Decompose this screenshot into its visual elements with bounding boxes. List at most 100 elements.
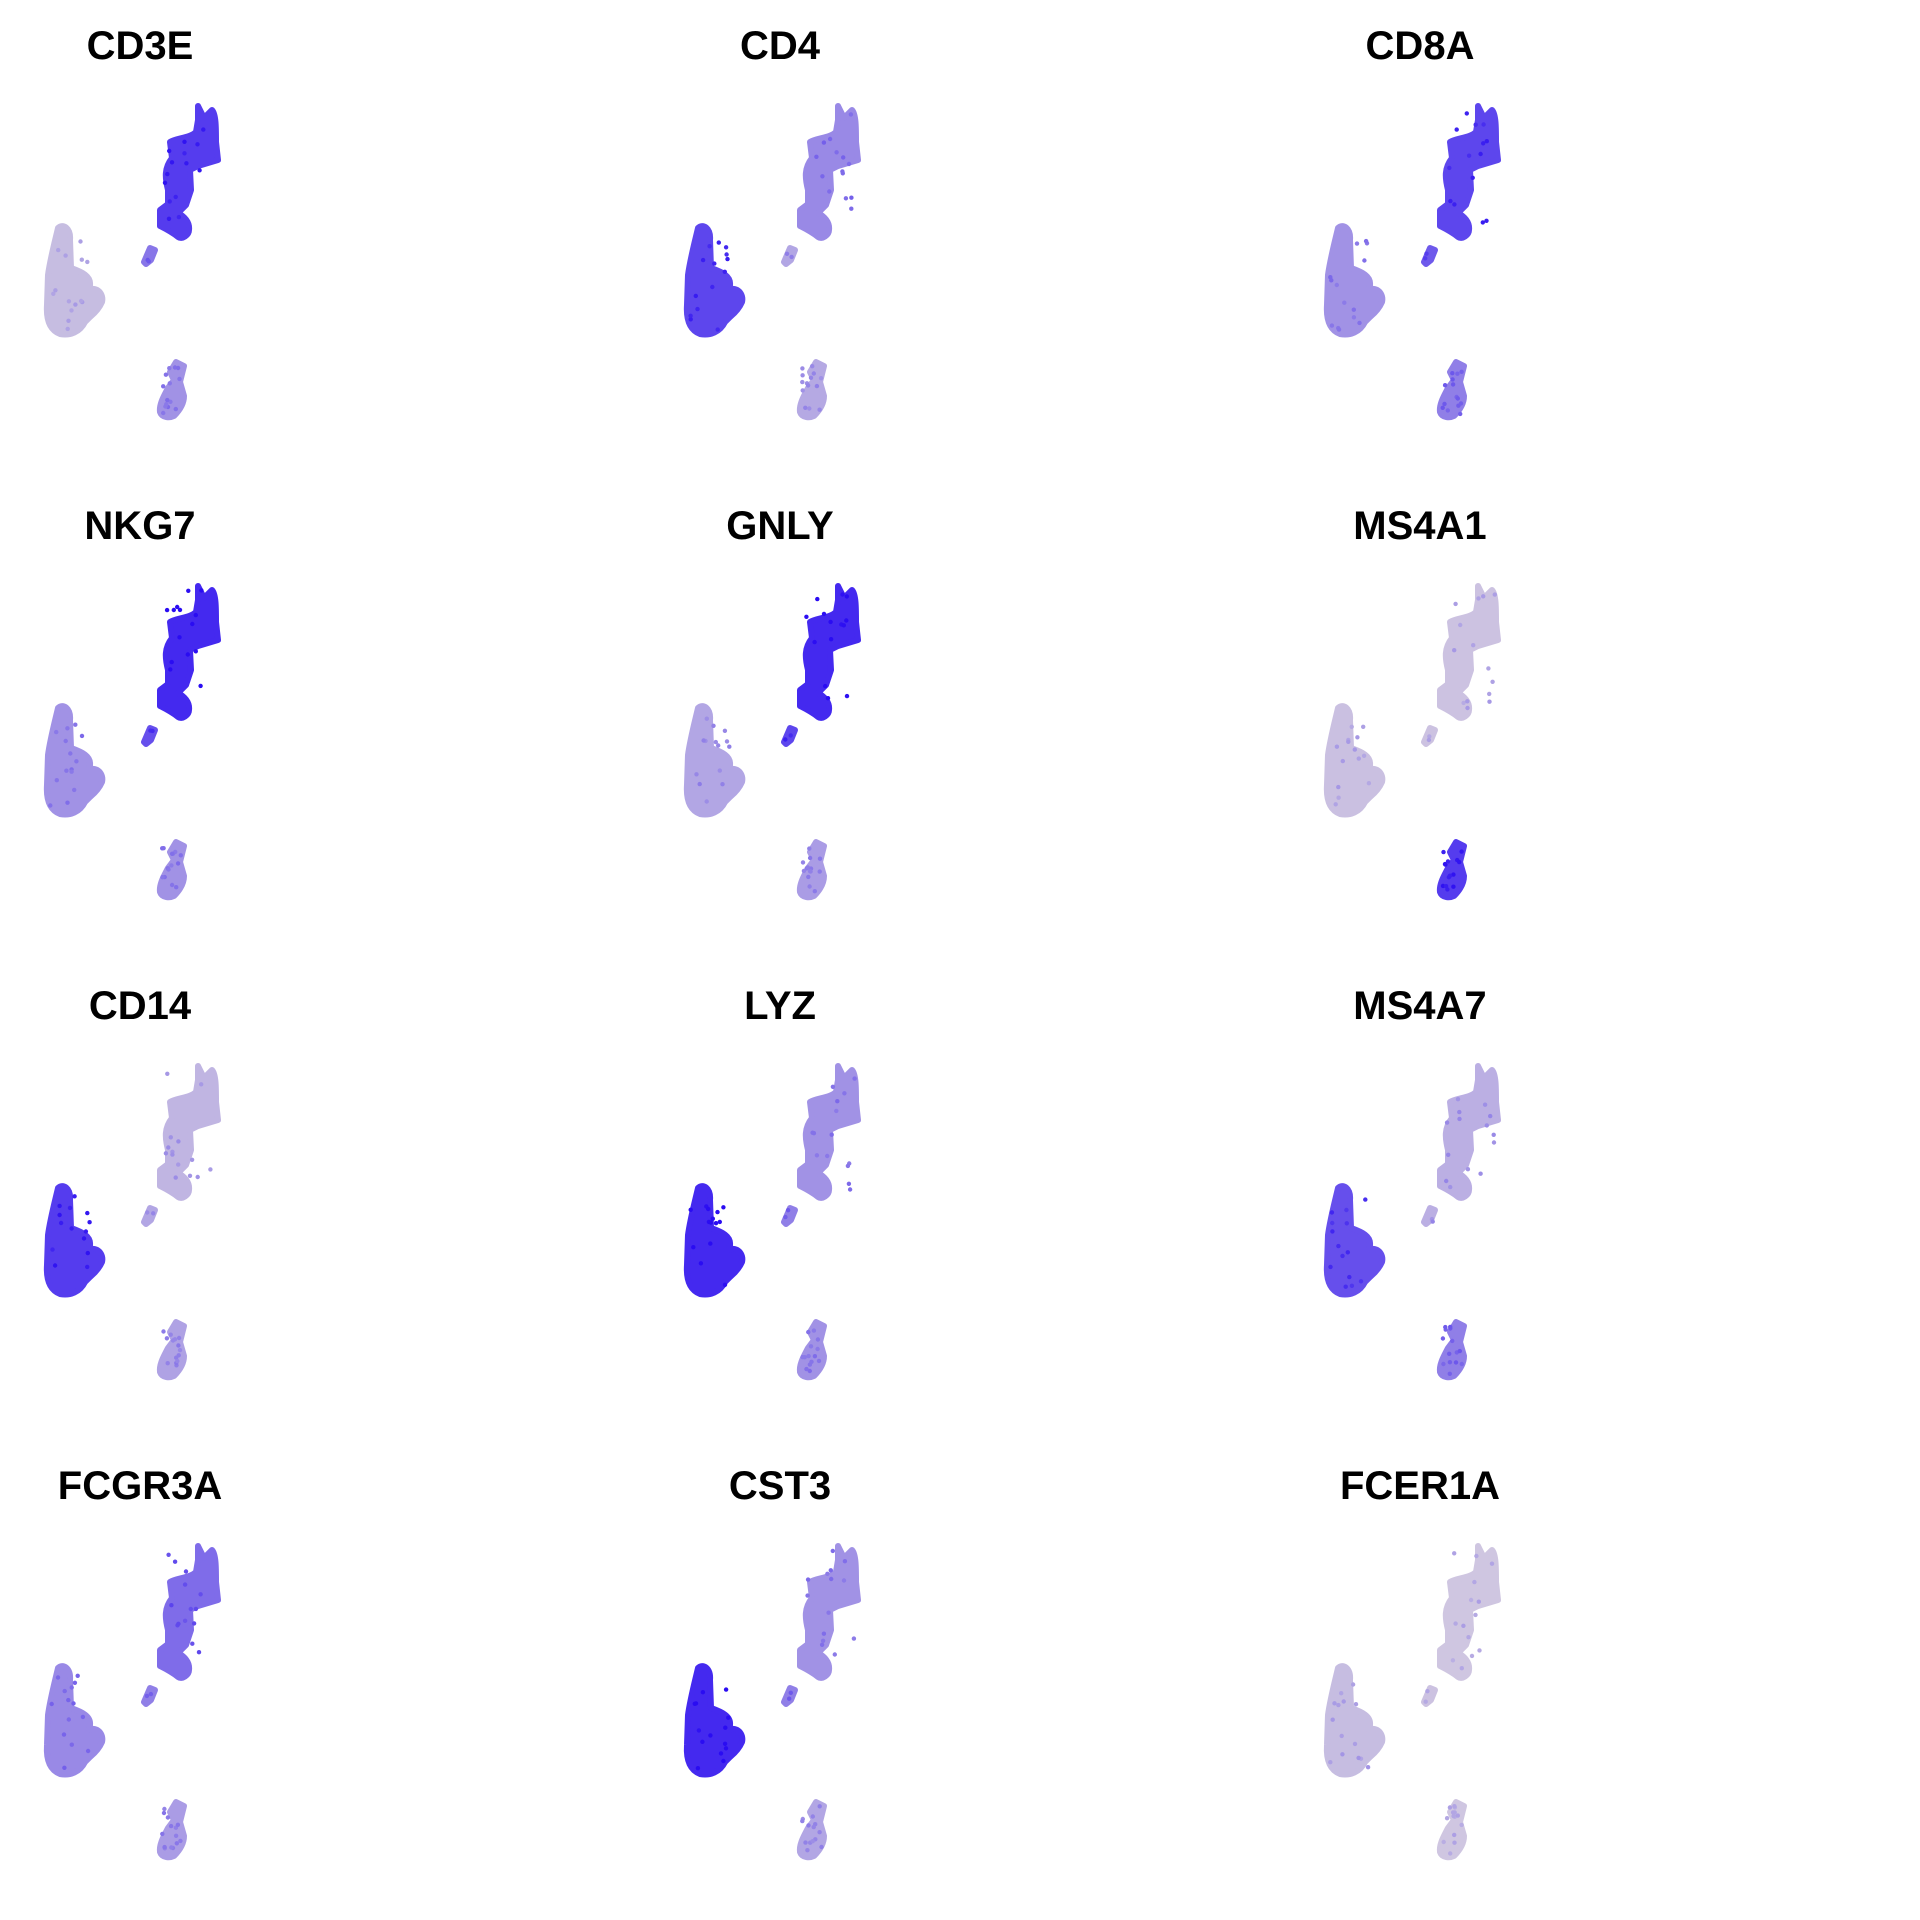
panel-fcer1a: FCER1A <box>1280 1440 1900 1910</box>
cell-point <box>806 1329 811 1335</box>
cell-point <box>72 787 77 793</box>
cluster-tcell-nk <box>797 1063 861 1201</box>
cell-point <box>161 1329 166 1334</box>
cell-point <box>1440 1336 1446 1341</box>
cell-point <box>842 1091 847 1096</box>
cell-point <box>1484 139 1489 144</box>
cell-point <box>1334 282 1339 288</box>
cell-point <box>160 875 165 880</box>
cell-point <box>815 1346 820 1352</box>
cell-point <box>83 1229 89 1234</box>
cell-point <box>198 683 203 689</box>
panel-fcgr3a: FCGR3A <box>0 1440 620 1910</box>
cell-point <box>1366 781 1372 786</box>
cell-point <box>1487 699 1492 704</box>
cell-point <box>722 1282 728 1287</box>
cell-point <box>1423 256 1428 261</box>
cell-point <box>820 1638 826 1643</box>
cell-point <box>817 1830 822 1835</box>
cell-point <box>717 1219 722 1225</box>
panel-title: MS4A7 <box>1353 984 1487 1028</box>
cell-point <box>167 366 172 371</box>
cell-point <box>49 1701 54 1707</box>
cell-point <box>1339 1733 1344 1739</box>
cell-point <box>787 1696 792 1701</box>
cell-point <box>725 256 730 262</box>
cell-point <box>821 140 827 145</box>
cell-point <box>807 855 813 861</box>
cell-point <box>1455 371 1460 376</box>
cell-point <box>710 1216 715 1221</box>
cell-point <box>1357 320 1362 326</box>
cell-point <box>852 1076 857 1081</box>
cell-point <box>807 1368 812 1374</box>
cell-point <box>825 1571 830 1576</box>
cell-point <box>65 326 70 332</box>
cell-point <box>1481 122 1486 127</box>
cell-point <box>66 318 71 323</box>
cell-point <box>85 1748 91 1754</box>
cell-point <box>54 778 59 783</box>
cell-point <box>1441 849 1446 855</box>
cell-point <box>166 1145 171 1150</box>
cell-point <box>1459 1822 1464 1828</box>
cell-point <box>1459 369 1464 374</box>
cell-point <box>800 860 806 865</box>
cell-point <box>821 1631 827 1636</box>
cell-point <box>174 885 179 890</box>
cell-point <box>1450 1338 1455 1344</box>
cell-point <box>166 216 172 221</box>
umap-scatter <box>683 583 861 901</box>
cell-point <box>812 1354 818 1359</box>
cell-point <box>724 739 730 744</box>
cell-point <box>1492 592 1497 597</box>
cell-point <box>165 1815 171 1820</box>
cluster-small <box>141 1685 158 1707</box>
panel-cd14: CD14 <box>0 960 620 1430</box>
cluster-tcell-nk <box>1437 103 1501 241</box>
cell-point <box>1358 1279 1364 1284</box>
cell-point <box>208 1167 213 1172</box>
cell-point <box>1486 666 1491 671</box>
cell-point <box>715 327 720 332</box>
cell-point <box>835 1099 840 1104</box>
cell-point <box>176 1162 181 1167</box>
cell-point <box>78 239 83 244</box>
cell-point <box>844 594 849 599</box>
cell-point <box>843 196 849 201</box>
cell-point <box>1457 1109 1462 1115</box>
cell-point <box>191 1621 197 1626</box>
cell-point <box>800 373 805 378</box>
cell-point <box>1472 1579 1477 1585</box>
panel-title: FCER1A <box>1339 1464 1501 1508</box>
umap-scatter <box>1323 583 1501 901</box>
cluster-small <box>1421 1205 1438 1227</box>
cell-point <box>693 293 698 299</box>
cell-point <box>146 259 151 264</box>
cell-point <box>783 1214 788 1220</box>
cell-point <box>48 803 53 808</box>
cell-point <box>165 171 170 177</box>
cell-point <box>1354 241 1360 246</box>
panel-lyz: LYZ <box>640 960 1260 1430</box>
cell-point <box>199 588 204 593</box>
cell-point <box>73 302 78 307</box>
cell-point <box>1362 258 1367 263</box>
cell-point <box>74 759 79 764</box>
cell-point <box>1455 1813 1460 1818</box>
cell-point <box>161 846 166 851</box>
cell-point <box>69 769 74 774</box>
panel-title: MS4A1 <box>1353 504 1487 548</box>
cell-point <box>169 659 174 665</box>
cell-point <box>65 726 70 731</box>
cell-point <box>53 288 58 293</box>
cell-point <box>700 257 706 263</box>
cell-point <box>177 1347 183 1353</box>
cell-point <box>1491 1140 1497 1145</box>
cell-point <box>1473 1612 1478 1618</box>
cell-point <box>1333 802 1338 807</box>
cell-point <box>1470 175 1475 180</box>
cell-point <box>1329 323 1335 328</box>
cell-point <box>815 1337 821 1342</box>
cell-point <box>720 782 725 787</box>
